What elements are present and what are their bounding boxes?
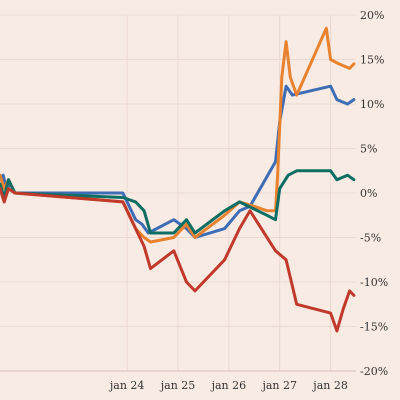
x-tick-label-3: jan 27	[260, 379, 297, 392]
y-tick-label-5: -5%	[360, 232, 381, 245]
y-tick-label-1: 15%	[360, 54, 384, 67]
x-tick-labels: jan 24 jan 25 jan 26 jan 27 jan 28	[108, 379, 348, 392]
x-tick-label-4: jan 28	[311, 379, 348, 392]
y-tick-label-6: -10%	[360, 276, 388, 289]
y-tick-label-2: 10%	[360, 98, 384, 111]
y-tick-label-7: -15%	[360, 321, 388, 334]
series-line-2	[0, 169, 356, 235]
series-line-0	[0, 84, 356, 239]
x-tick-label-0: jan 24	[108, 379, 145, 392]
y-tick-label-0: 20%	[360, 9, 384, 22]
y-tick-label-3: 5%	[360, 143, 377, 156]
y-tick-label-8: -20%	[360, 365, 388, 378]
x-tick-label-1: jan 25	[159, 379, 196, 392]
y-tick-labels: 20% 15% 10% 5% 0% -5% -10% -15% -20%	[360, 9, 388, 378]
series-layer	[0, 26, 356, 333]
x-tick-label-2: jan 26	[210, 379, 247, 392]
series-line-3	[0, 187, 356, 333]
y-tick-label-4: 0%	[360, 187, 377, 200]
series-line-1	[0, 26, 356, 244]
